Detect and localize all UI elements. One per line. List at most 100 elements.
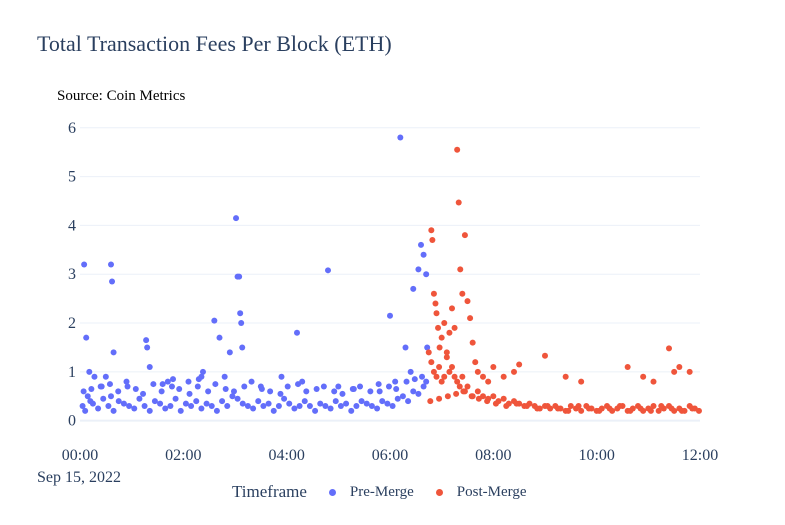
data-point[interactable] xyxy=(320,383,327,390)
data-point[interactable] xyxy=(454,378,461,385)
data-point[interactable] xyxy=(301,398,308,405)
data-point[interactable] xyxy=(475,395,482,402)
data-point[interactable] xyxy=(363,400,370,407)
data-point[interactable] xyxy=(435,324,442,331)
data-point[interactable] xyxy=(222,385,229,392)
data-point[interactable] xyxy=(108,261,114,268)
data-point[interactable] xyxy=(213,407,220,414)
data-point[interactable] xyxy=(650,378,657,385)
data-point[interactable] xyxy=(219,398,226,405)
data-point[interactable] xyxy=(394,395,401,402)
data-point[interactable] xyxy=(637,405,644,412)
data-point[interactable] xyxy=(140,390,147,397)
data-point[interactable] xyxy=(446,368,453,375)
data-point[interactable] xyxy=(203,400,210,407)
data-point[interactable] xyxy=(88,385,95,392)
data-point[interactable] xyxy=(430,290,437,297)
data-point[interactable] xyxy=(168,383,175,390)
data-point[interactable] xyxy=(294,329,300,336)
data-point[interactable] xyxy=(188,403,195,410)
data-point[interactable] xyxy=(375,381,382,388)
data-point[interactable] xyxy=(393,385,400,392)
data-point[interactable] xyxy=(544,403,551,410)
data-point[interactable] xyxy=(490,363,497,370)
data-point[interactable] xyxy=(441,373,448,380)
data-point[interactable] xyxy=(480,373,486,380)
data-point[interactable] xyxy=(275,403,282,410)
data-point[interactable] xyxy=(624,363,631,370)
data-point[interactable] xyxy=(368,403,375,410)
data-point[interactable] xyxy=(162,405,169,412)
data-point[interactable] xyxy=(238,320,245,327)
data-point[interactable] xyxy=(95,405,102,412)
data-point[interactable] xyxy=(212,381,219,388)
data-point[interactable] xyxy=(415,266,422,273)
data-point[interactable] xyxy=(449,305,455,312)
data-point[interactable] xyxy=(562,373,569,380)
data-point[interactable] xyxy=(523,403,530,410)
data-point[interactable] xyxy=(410,285,417,292)
data-point[interactable] xyxy=(126,403,133,410)
data-point[interactable] xyxy=(686,368,693,375)
data-point[interactable] xyxy=(420,251,427,258)
data-point[interactable] xyxy=(403,378,410,385)
data-point[interactable] xyxy=(322,403,329,410)
data-point[interactable] xyxy=(82,407,89,414)
data-point[interactable] xyxy=(387,312,393,319)
data-point[interactable] xyxy=(446,329,453,336)
data-point[interactable] xyxy=(312,407,319,414)
data-point[interactable] xyxy=(500,395,507,402)
data-point[interactable] xyxy=(131,405,138,412)
data-point[interactable] xyxy=(436,363,443,370)
data-point[interactable] xyxy=(554,405,561,412)
data-point[interactable] xyxy=(415,390,422,397)
data-point[interactable] xyxy=(270,407,277,414)
data-point[interactable] xyxy=(425,349,432,356)
data-point[interactable] xyxy=(428,227,435,234)
data-point[interactable] xyxy=(385,383,392,390)
data-point[interactable] xyxy=(115,388,122,395)
data-point[interactable] xyxy=(459,373,466,380)
data-point[interactable] xyxy=(534,405,541,412)
data-point[interactable] xyxy=(195,376,202,383)
data-point[interactable] xyxy=(433,373,440,380)
data-point[interactable] xyxy=(216,334,223,341)
data-point[interactable] xyxy=(281,395,288,402)
data-point[interactable] xyxy=(226,349,233,356)
data-point[interactable] xyxy=(650,403,657,410)
data-point[interactable] xyxy=(565,407,572,414)
data-point[interactable] xyxy=(503,403,510,410)
data-point[interactable] xyxy=(313,385,320,392)
data-point[interactable] xyxy=(578,378,585,385)
data-point[interactable] xyxy=(438,378,445,385)
data-point[interactable] xyxy=(159,381,166,388)
data-point[interactable] xyxy=(325,267,331,274)
data-point[interactable] xyxy=(83,334,90,341)
data-point[interactable] xyxy=(221,373,228,380)
data-point[interactable] xyxy=(436,395,443,402)
data-point[interactable] xyxy=(358,398,365,405)
data-point[interactable] xyxy=(224,403,231,410)
data-point[interactable] xyxy=(186,390,193,397)
data-point[interactable] xyxy=(123,378,130,385)
data-point[interactable] xyxy=(278,373,285,380)
data-point[interactable] xyxy=(513,400,520,407)
data-point[interactable] xyxy=(291,405,298,412)
data-point[interactable] xyxy=(464,298,471,305)
data-point[interactable] xyxy=(585,405,592,412)
data-point[interactable] xyxy=(428,359,435,366)
data-point[interactable] xyxy=(239,400,246,407)
data-point[interactable] xyxy=(193,398,200,405)
data-point[interactable] xyxy=(306,403,313,410)
data-point[interactable] xyxy=(461,232,468,239)
data-point[interactable] xyxy=(449,363,455,370)
data-point[interactable] xyxy=(327,405,334,412)
data-point[interactable] xyxy=(151,398,158,405)
data-point[interactable] xyxy=(91,373,98,380)
data-point[interactable] xyxy=(199,368,206,375)
data-point[interactable] xyxy=(374,405,381,412)
data-point[interactable] xyxy=(79,403,86,410)
data-point[interactable] xyxy=(102,373,109,380)
data-point[interactable] xyxy=(172,395,179,402)
data-point[interactable] xyxy=(443,349,450,356)
